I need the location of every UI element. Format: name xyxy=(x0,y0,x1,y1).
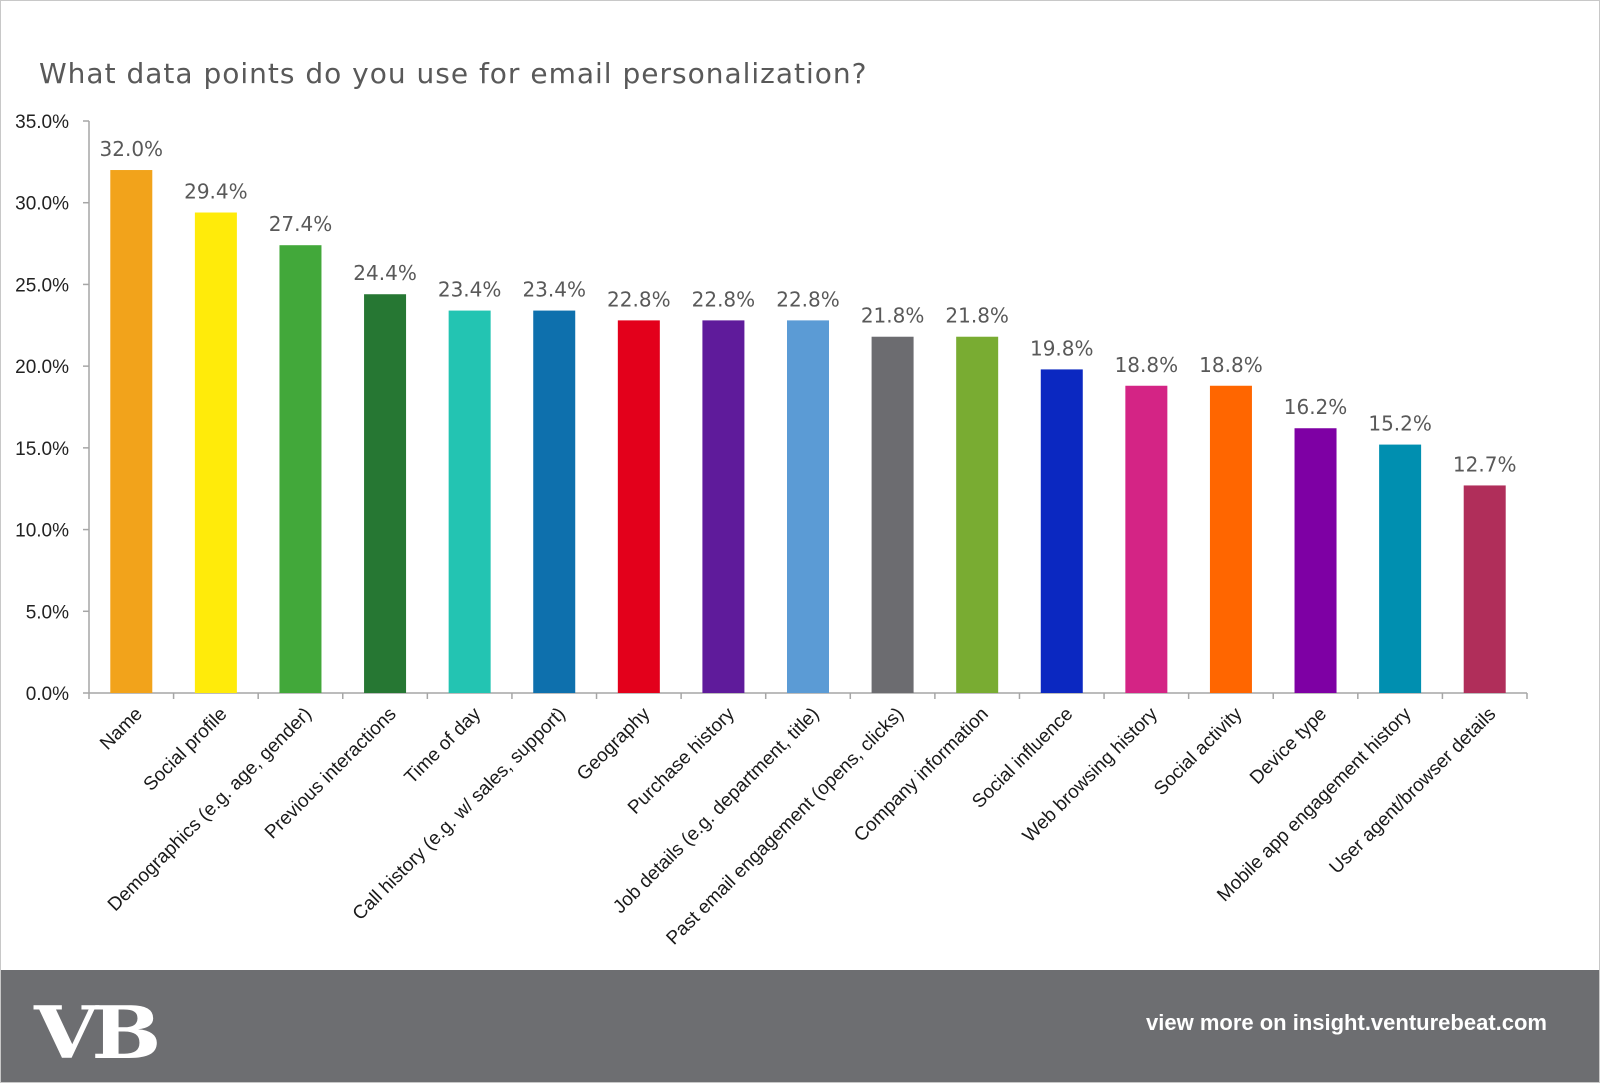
bar xyxy=(533,310,576,693)
data-label: 22.8% xyxy=(776,287,840,311)
bar xyxy=(1294,428,1337,693)
data-label: 18.8% xyxy=(1199,353,1263,377)
data-label: 15.2% xyxy=(1368,412,1432,436)
data-label: 22.8% xyxy=(692,287,756,311)
x-tick-label: Social activity xyxy=(1150,703,1247,800)
x-tick-label: Device type xyxy=(1246,704,1331,789)
footer-bar: VB view more on insight.venturebeat.com xyxy=(1,970,1599,1082)
bar xyxy=(871,336,914,693)
data-label: 16.2% xyxy=(1284,395,1348,419)
bar xyxy=(1125,385,1168,693)
data-label: 23.4% xyxy=(438,278,502,302)
chart-title: What data points do you use for email pe… xyxy=(39,57,868,90)
data-label: 32.0% xyxy=(100,137,164,161)
x-tick-label: Social profile xyxy=(140,704,232,796)
data-label: 24.4% xyxy=(353,261,417,285)
data-label: 19.8% xyxy=(1030,336,1094,360)
x-tick-label: Name xyxy=(96,704,147,755)
data-label: 29.4% xyxy=(184,180,248,204)
bar xyxy=(448,310,491,693)
bar xyxy=(364,294,407,693)
x-tick-label: Time of day xyxy=(401,703,486,788)
data-label: 22.8% xyxy=(607,287,671,311)
y-tick-label: 5.0% xyxy=(26,602,69,623)
bar xyxy=(1379,444,1422,693)
bar xyxy=(617,320,660,693)
bar xyxy=(1463,485,1506,693)
footer-link[interactable]: view more on insight.venturebeat.com xyxy=(1146,1010,1547,1035)
y-tick-label: 30.0% xyxy=(15,194,69,215)
bar xyxy=(110,170,153,693)
x-tick-label: Geography xyxy=(573,703,655,785)
x-tick-label: User agent/browser details xyxy=(1326,704,1501,879)
data-label: 23.4% xyxy=(522,278,586,302)
y-tick-label: 25.0% xyxy=(15,275,69,296)
y-tick-label: 10.0% xyxy=(15,521,69,542)
venturebeat-logo: VB xyxy=(34,990,161,1075)
bar xyxy=(956,336,999,693)
bar xyxy=(194,212,237,693)
y-tick-label: 35.0% xyxy=(15,112,69,133)
data-label: 12.7% xyxy=(1453,452,1517,476)
bar xyxy=(787,320,829,693)
data-label: 21.8% xyxy=(861,304,925,328)
y-tick-label: 20.0% xyxy=(15,357,69,378)
bar-chart: What data points do you use for email pe… xyxy=(15,57,1528,949)
y-tick-label: 0.0% xyxy=(26,684,69,705)
bar xyxy=(1040,369,1083,693)
data-label: 18.8% xyxy=(1115,353,1179,377)
bar xyxy=(279,245,322,693)
data-label: 27.4% xyxy=(269,212,333,236)
data-label: 21.8% xyxy=(945,304,1009,328)
bar xyxy=(1209,385,1252,693)
y-tick-label: 15.0% xyxy=(15,439,69,460)
bar xyxy=(702,320,745,693)
